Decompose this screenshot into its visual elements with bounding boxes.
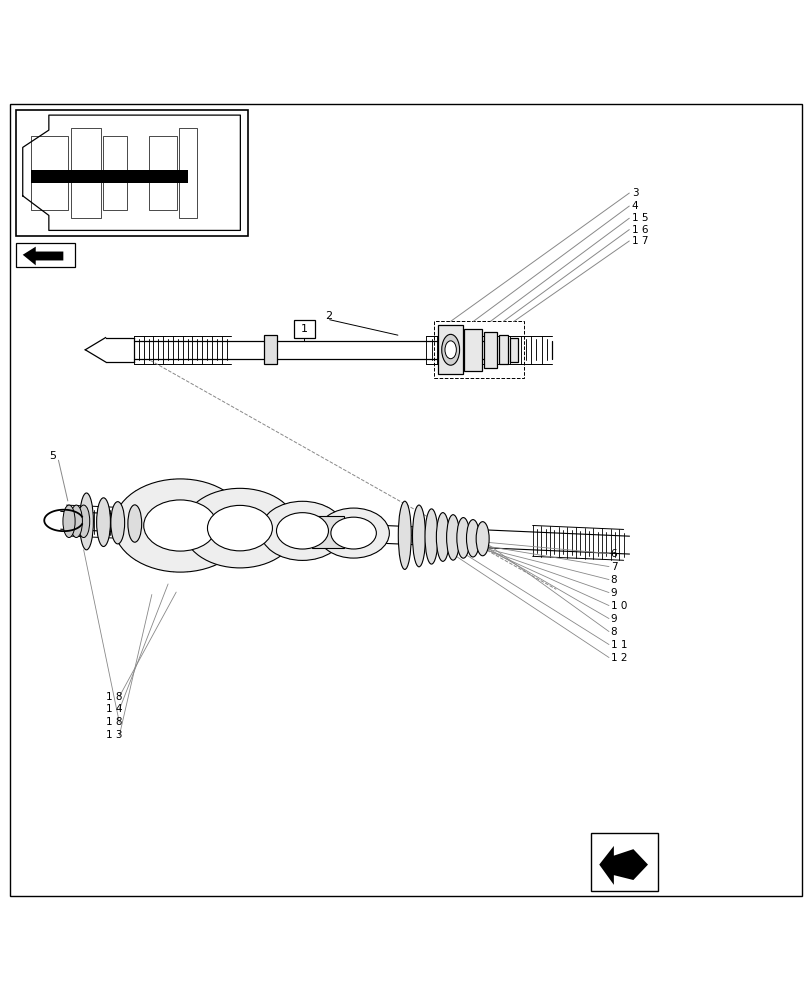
Text: 9: 9 xyxy=(610,588,616,598)
Ellipse shape xyxy=(412,505,425,567)
Text: 2: 2 xyxy=(324,311,332,321)
Bar xyxy=(483,332,496,368)
Ellipse shape xyxy=(97,498,110,547)
Text: 7: 7 xyxy=(610,562,616,572)
Ellipse shape xyxy=(475,522,488,556)
Ellipse shape xyxy=(70,505,83,538)
Bar xyxy=(103,136,127,210)
Bar xyxy=(438,325,462,374)
Text: 1 8: 1 8 xyxy=(105,717,122,727)
Ellipse shape xyxy=(441,334,459,365)
Ellipse shape xyxy=(444,341,456,359)
Text: 1 7: 1 7 xyxy=(631,236,647,246)
Text: 1 1: 1 1 xyxy=(610,640,626,650)
Text: 1 4: 1 4 xyxy=(105,704,122,714)
Bar xyxy=(32,170,188,183)
Ellipse shape xyxy=(446,515,459,560)
Bar xyxy=(71,128,101,218)
Ellipse shape xyxy=(110,502,125,544)
Text: 8: 8 xyxy=(610,627,616,637)
Bar xyxy=(434,321,523,378)
Ellipse shape xyxy=(114,479,247,572)
Bar xyxy=(294,320,315,338)
Ellipse shape xyxy=(330,517,375,549)
Bar xyxy=(464,329,482,371)
Ellipse shape xyxy=(436,513,448,561)
Bar xyxy=(148,136,177,210)
Text: 6: 6 xyxy=(610,549,616,559)
Text: 1 3: 1 3 xyxy=(105,730,122,740)
Text: 9: 9 xyxy=(610,614,616,624)
Text: 1 8: 1 8 xyxy=(105,692,122,702)
Polygon shape xyxy=(599,846,647,885)
Ellipse shape xyxy=(398,501,410,569)
Ellipse shape xyxy=(79,493,93,550)
Text: 8: 8 xyxy=(610,575,616,585)
Ellipse shape xyxy=(62,505,75,538)
Bar xyxy=(498,335,508,364)
Bar xyxy=(16,110,247,236)
Ellipse shape xyxy=(208,505,272,551)
Bar xyxy=(16,243,75,267)
Text: 1 0: 1 0 xyxy=(610,601,626,611)
Text: 5: 5 xyxy=(49,451,56,461)
Ellipse shape xyxy=(466,520,478,557)
Ellipse shape xyxy=(144,500,217,551)
Ellipse shape xyxy=(128,505,141,542)
Polygon shape xyxy=(23,247,63,265)
Bar xyxy=(32,136,68,210)
Ellipse shape xyxy=(260,501,345,560)
Text: 1: 1 xyxy=(301,324,307,334)
Bar xyxy=(509,338,517,362)
Bar xyxy=(311,516,344,548)
Bar xyxy=(590,833,657,891)
Text: 3: 3 xyxy=(631,188,637,198)
Text: 1 2: 1 2 xyxy=(610,653,626,663)
Ellipse shape xyxy=(276,513,328,549)
Text: 1 6: 1 6 xyxy=(631,225,647,235)
Ellipse shape xyxy=(424,509,437,564)
Ellipse shape xyxy=(457,518,470,558)
Bar xyxy=(264,335,277,364)
Ellipse shape xyxy=(183,488,297,568)
Text: 4: 4 xyxy=(631,201,637,211)
Ellipse shape xyxy=(317,508,389,558)
Bar xyxy=(179,128,196,218)
Text: 1 5: 1 5 xyxy=(631,213,647,223)
Ellipse shape xyxy=(77,505,90,538)
